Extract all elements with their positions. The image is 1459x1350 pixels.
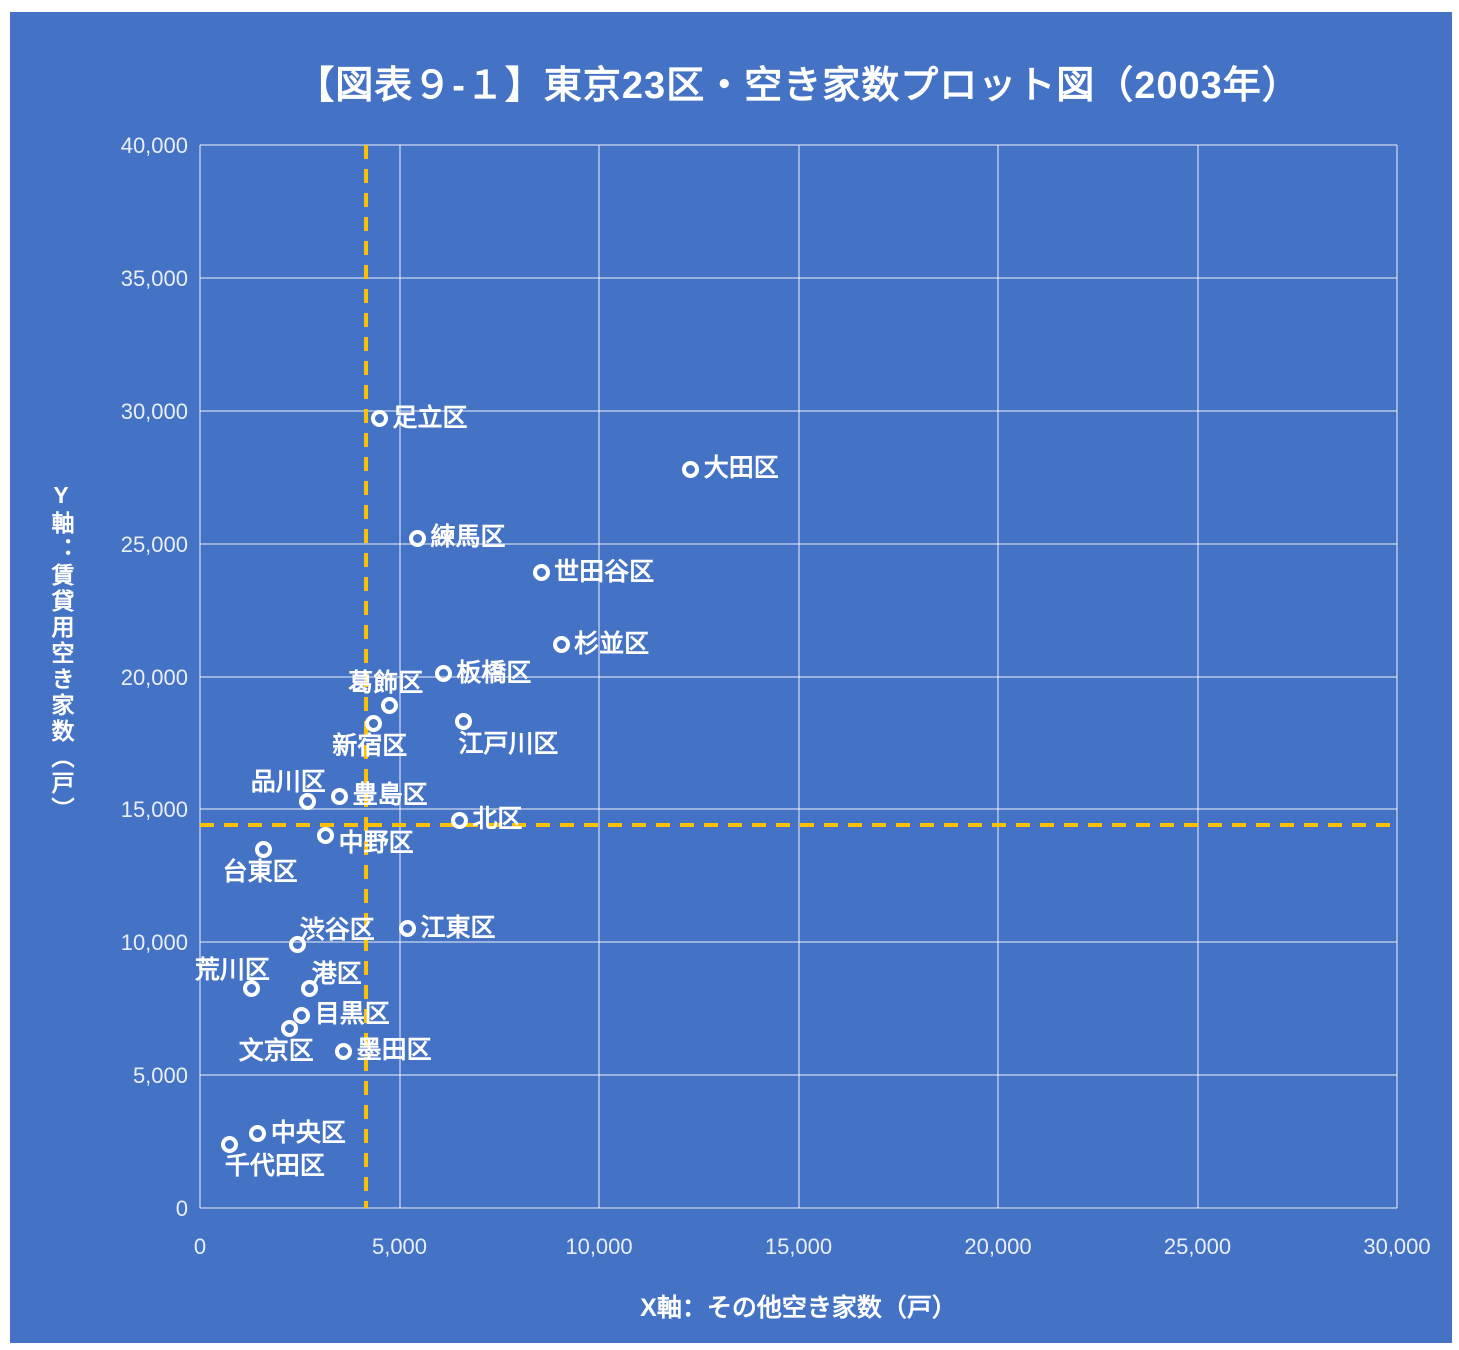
data-point-marker bbox=[243, 980, 261, 998]
y-tick-label: 30,000 bbox=[120, 398, 188, 424]
y-tick-label: 40,000 bbox=[120, 133, 188, 158]
data-point-label: 千代田区 bbox=[224, 1152, 325, 1181]
data-point-label: 板橋区 bbox=[456, 658, 532, 687]
y-tick-label: 25,000 bbox=[120, 531, 188, 557]
data-point-label: 目黒区 bbox=[314, 1000, 390, 1029]
y-tick-label: 5,000 bbox=[132, 1063, 188, 1089]
vertical-gridline bbox=[199, 145, 201, 1208]
data-point-label: 大田区 bbox=[703, 454, 779, 483]
data-point-label: 足立区 bbox=[392, 403, 468, 432]
data-point-marker bbox=[301, 980, 319, 998]
data-point-label: 豊島区 bbox=[352, 780, 428, 809]
horizontal-gridline bbox=[200, 1207, 1397, 1209]
plot-area: 足立区大田区練馬区世田谷区杉並区板橋区 葛飾区新宿区 江戸川区豊島区 品川区北区中野区… bbox=[195, 144, 1398, 1209]
vertical-gridline bbox=[398, 145, 401, 1208]
horizontal-gridline bbox=[200, 144, 1397, 146]
y-tick-label: 20,000 bbox=[120, 664, 188, 690]
vertical-gridline bbox=[997, 145, 999, 1208]
data-point-marker bbox=[255, 840, 273, 858]
data-point-label: 荒川区 bbox=[194, 955, 270, 984]
y-axis-title: Y軸：賃貸用空き家数（戸） bbox=[48, 482, 74, 823]
data-point-label: 中央区 bbox=[270, 1118, 346, 1147]
data-point-label: 渋谷区 bbox=[299, 915, 375, 944]
chart-background: 【図表９-１】東京23区・空き家数プロット図（2003年） Y軸：賃貸用空き家数… bbox=[10, 12, 1452, 1343]
data-point-label: 練馬区 bbox=[430, 523, 506, 552]
chart-title: 【図表９-１】東京23区・空き家数プロット図（2003年） bbox=[296, 65, 1301, 107]
y-tick-label: 15,000 bbox=[120, 797, 188, 823]
x-tick-label: 25,000 bbox=[1163, 1234, 1232, 1259]
data-point-marker bbox=[365, 714, 383, 732]
x-tick-label: 20,000 bbox=[964, 1234, 1032, 1259]
data-point-label: 港区 bbox=[311, 959, 362, 988]
data-point-label: 世田谷区 bbox=[554, 557, 655, 586]
data-point-marker bbox=[293, 1006, 311, 1024]
data-point-label: 葛飾区 bbox=[348, 668, 424, 697]
y-tick-label: 10,000 bbox=[120, 930, 188, 956]
x-tick-label: 15,000 bbox=[764, 1234, 833, 1259]
data-point-marker bbox=[682, 460, 700, 478]
data-point-marker bbox=[398, 920, 416, 938]
x-tick-label: 30,000 bbox=[1363, 1234, 1431, 1259]
horizontal-gridline bbox=[200, 1074, 1397, 1077]
data-point-marker bbox=[281, 1020, 299, 1038]
data-point-label: 江東区 bbox=[420, 913, 496, 942]
data-point-label: 品川区 bbox=[250, 768, 326, 797]
y-tick-label: 0 bbox=[175, 1196, 188, 1221]
data-point-label: 北区 bbox=[472, 804, 523, 833]
horizontal-gridline bbox=[200, 941, 1397, 944]
data-point-marker bbox=[408, 529, 426, 547]
horizontal-gridline bbox=[200, 409, 1397, 412]
vertical-gridline bbox=[1396, 145, 1398, 1208]
mean-y-dashed-line bbox=[200, 823, 1397, 828]
data-point-marker bbox=[381, 697, 399, 715]
vertical-gridline bbox=[1196, 145, 1199, 1208]
data-point-label: 台東区 bbox=[222, 858, 298, 887]
vertical-gridline bbox=[797, 145, 800, 1208]
x-tick-label: 5,000 bbox=[371, 1234, 428, 1259]
x-tick-label: 10,000 bbox=[565, 1234, 633, 1259]
data-point-marker bbox=[454, 713, 472, 731]
data-point-label: 杉並区 bbox=[574, 629, 650, 658]
data-point-marker bbox=[317, 827, 335, 845]
data-point-marker bbox=[289, 936, 307, 954]
data-point-marker bbox=[221, 1135, 239, 1153]
data-point-label: 新宿区 bbox=[332, 732, 408, 760]
vertical-gridline bbox=[598, 145, 600, 1208]
data-point-marker bbox=[335, 1042, 353, 1060]
data-point-label: 墨田区 bbox=[356, 1036, 432, 1065]
y-tick-label: 35,000 bbox=[120, 265, 188, 291]
data-point-label: 江戸川区 bbox=[458, 729, 559, 758]
horizontal-gridline bbox=[200, 542, 1397, 545]
data-point-label: 中野区 bbox=[338, 829, 414, 858]
horizontal-gridline bbox=[200, 808, 1397, 811]
data-point-marker bbox=[532, 564, 550, 582]
data-point-marker bbox=[299, 792, 317, 810]
data-point-label: 文京区 bbox=[238, 1036, 314, 1065]
data-point-marker bbox=[249, 1125, 267, 1143]
data-point-marker bbox=[331, 787, 349, 805]
mean-x-dashed-line bbox=[363, 145, 368, 1208]
x-axis-title: X軸：その他空き家数（戸） bbox=[640, 1294, 957, 1322]
data-point-marker bbox=[552, 636, 570, 654]
data-point-marker bbox=[450, 811, 468, 829]
data-point-marker bbox=[434, 665, 452, 683]
horizontal-gridline bbox=[200, 276, 1397, 279]
x-tick-label: 0 bbox=[193, 1234, 207, 1259]
horizontal-gridline bbox=[200, 675, 1397, 678]
data-point-marker bbox=[371, 410, 389, 428]
